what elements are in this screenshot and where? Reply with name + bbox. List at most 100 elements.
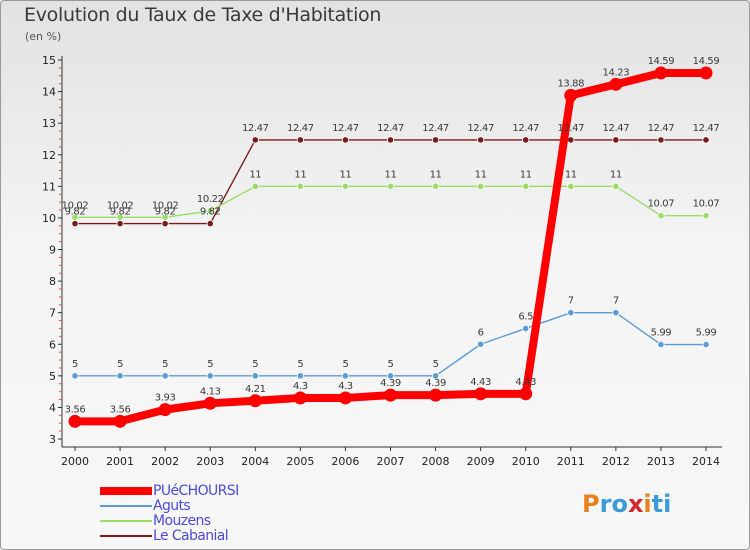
y-tick-label: 6 bbox=[49, 338, 56, 351]
data-label-le-cabanial: 9.82 bbox=[155, 207, 176, 218]
data-point-aguts bbox=[296, 372, 304, 380]
legend-swatch-aguts bbox=[100, 505, 152, 507]
data-label-mouzens: 10.02 bbox=[152, 200, 179, 211]
data-labels-layer: 3.56 3.56 3.93 4.13 4.21 4.3 4.3 4.39 4.39 4.43 4.… bbox=[62, 56, 720, 415]
y-tick-label: 15 bbox=[42, 54, 56, 67]
legend-label-mouzens: Mouzens bbox=[153, 513, 211, 529]
data-point-pu-choursi bbox=[203, 396, 217, 410]
logo-letter: t bbox=[651, 490, 664, 518]
data-label-le-cabanial: 12.47 bbox=[332, 123, 359, 134]
legend-label-aguts: Aguts bbox=[153, 498, 191, 514]
x-tick-label: 2010 bbox=[512, 455, 540, 468]
data-point-aguts bbox=[251, 372, 259, 380]
data-label-le-cabanial: 12.47 bbox=[648, 123, 675, 134]
data-point-mouzens bbox=[612, 182, 620, 190]
data-label-aguts: 5 bbox=[388, 359, 394, 370]
data-point-le-cabanial bbox=[702, 136, 710, 144]
y-tick-label: 3 bbox=[49, 433, 56, 446]
data-label-le-cabanial: 12.47 bbox=[422, 123, 449, 134]
data-label-pu-choursi: 4.3 bbox=[338, 381, 353, 392]
data-label-mouzens: 11 bbox=[430, 169, 442, 180]
x-tick-label: 2000 bbox=[61, 455, 89, 468]
data-label-pu-choursi: 3.56 bbox=[65, 404, 86, 415]
y-tick-label: 13 bbox=[42, 117, 56, 130]
data-point-mouzens bbox=[522, 182, 530, 190]
data-label-le-cabanial: 12.47 bbox=[467, 123, 494, 134]
data-label-aguts: 5 bbox=[207, 359, 213, 370]
data-label-mouzens: 11 bbox=[294, 169, 306, 180]
x-tick-label: 2007 bbox=[377, 455, 405, 468]
data-point-le-cabanial bbox=[657, 136, 665, 144]
data-label-mouzens: 11 bbox=[339, 169, 351, 180]
data-point-pu-choursi bbox=[474, 387, 488, 401]
data-label-mouzens: 10.22 bbox=[197, 194, 224, 205]
data-label-pu-choursi: 4.43 bbox=[470, 377, 491, 388]
data-label-pu-choursi: 4.13 bbox=[200, 386, 221, 397]
data-label-aguts: 5 bbox=[297, 359, 303, 370]
data-label-le-cabanial: 9.82 bbox=[65, 207, 86, 218]
data-label-pu-choursi: 4.21 bbox=[245, 384, 266, 395]
y-tick-label: 9 bbox=[49, 244, 56, 257]
data-point-mouzens bbox=[567, 182, 575, 190]
data-label-pu-choursi: 4.43 bbox=[515, 377, 536, 388]
data-point-le-cabanial bbox=[386, 136, 395, 144]
logo-letter: P bbox=[582, 490, 600, 518]
data-point-le-cabanial bbox=[341, 136, 350, 144]
logo-letter: x bbox=[627, 490, 644, 518]
data-point-mouzens bbox=[251, 182, 259, 190]
x-tick-label: 2013 bbox=[647, 455, 675, 468]
data-label-le-cabanial: 9.82 bbox=[200, 207, 221, 218]
data-point-aguts bbox=[522, 324, 530, 333]
data-label-le-cabanial: 12.47 bbox=[603, 123, 630, 134]
data-label-mouzens: 11 bbox=[475, 169, 487, 180]
y-tick-label: 14 bbox=[42, 86, 56, 99]
y-tick-label: 4 bbox=[49, 401, 56, 414]
y-tick-label: 10 bbox=[42, 212, 56, 225]
data-point-le-cabanial bbox=[477, 136, 485, 144]
data-point-mouzens bbox=[206, 207, 214, 215]
data-point-le-cabanial bbox=[71, 220, 79, 228]
data-point-aguts bbox=[161, 372, 169, 380]
series-layer bbox=[68, 66, 713, 428]
data-point-pu-choursi bbox=[248, 394, 262, 408]
legend-label-puechoursi: PUéCHOURSI bbox=[153, 483, 239, 499]
data-point-aguts bbox=[477, 340, 485, 348]
x-tick-label: 2009 bbox=[467, 455, 495, 468]
data-label-pu-choursi: 3.93 bbox=[155, 393, 176, 404]
data-point-mouzens bbox=[296, 182, 304, 190]
data-point-aguts bbox=[71, 372, 79, 380]
x-tick-label: 2011 bbox=[557, 455, 585, 468]
y-axis-unit-label: (en %) bbox=[25, 30, 62, 43]
data-point-mouzens bbox=[477, 182, 485, 190]
x-tick-label: 2001 bbox=[106, 455, 134, 468]
data-label-mouzens: 10.02 bbox=[107, 200, 134, 211]
data-label-aguts: 5.99 bbox=[651, 328, 672, 339]
data-point-le-cabanial bbox=[161, 220, 169, 228]
data-label-aguts: 5 bbox=[252, 359, 258, 370]
data-point-pu-choursi bbox=[293, 391, 307, 405]
data-point-mouzens bbox=[71, 213, 79, 221]
data-point-le-cabanial bbox=[116, 220, 124, 228]
data-label-le-cabanial: 12.47 bbox=[287, 123, 314, 134]
data-label-pu-choursi: 14.59 bbox=[648, 56, 675, 67]
legend-label-le-cabanial: Le Cabanial bbox=[153, 528, 229, 544]
data-label-aguts: 5 bbox=[117, 359, 123, 370]
data-label-aguts: 5 bbox=[162, 359, 168, 370]
data-point-mouzens bbox=[657, 212, 665, 220]
data-label-mouzens: 11 bbox=[385, 169, 397, 180]
data-label-le-cabanial: 12.47 bbox=[557, 123, 584, 134]
chart-title: Evolution du Taux de Taxe d'Habitation bbox=[24, 4, 382, 26]
data-point-le-cabanial bbox=[206, 220, 214, 228]
legend-swatch-mouzens bbox=[100, 520, 152, 522]
data-label-mouzens: 11 bbox=[520, 169, 532, 180]
y-tick-label: 11 bbox=[42, 180, 56, 193]
data-point-pu-choursi bbox=[429, 388, 443, 402]
data-label-le-cabanial: 12.47 bbox=[242, 123, 269, 134]
data-point-le-cabanial bbox=[431, 136, 440, 144]
data-label-pu-choursi: 14.59 bbox=[693, 56, 720, 67]
data-label-pu-choursi: 14.23 bbox=[603, 67, 630, 78]
data-point-pu-choursi bbox=[338, 391, 352, 405]
data-label-aguts: 5.99 bbox=[696, 328, 717, 339]
legend-swatch-puechoursi bbox=[100, 487, 152, 495]
data-point-mouzens bbox=[702, 212, 710, 220]
